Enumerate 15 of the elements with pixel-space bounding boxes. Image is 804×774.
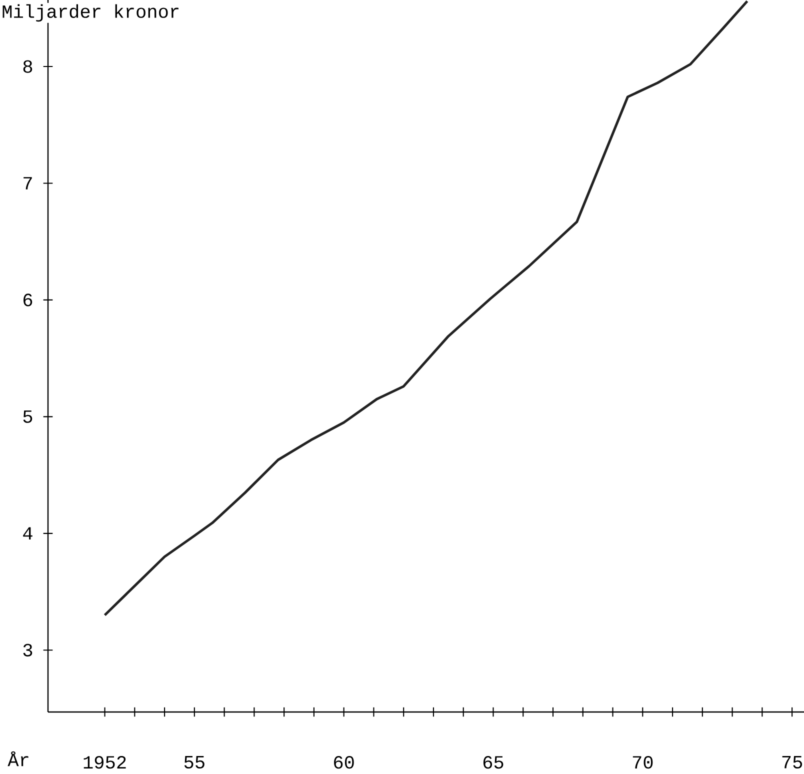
y-tick-label: 3 (23, 644, 32, 656)
y-tick-label: 8 (23, 60, 32, 73)
x-tick-label: 1952 (84, 756, 126, 769)
x-tick-label: 75 (782, 756, 802, 768)
x-tick-label: 55 (184, 756, 204, 768)
y-tick-label: 7 (24, 177, 32, 190)
x-tick-label: 70 (632, 756, 653, 769)
x-axis-title: År (8, 751, 28, 766)
y-tick-label: 4 (23, 527, 32, 540)
x-tick-label: 65 (483, 756, 504, 769)
line-series (104, 0, 748, 616)
y-tick-label: 5 (23, 410, 32, 423)
y-tick-label: 6 (24, 294, 32, 306)
y-axis-title: Miljarder kronor (2, 4, 178, 22)
x-tick-label: 60 (334, 756, 354, 769)
